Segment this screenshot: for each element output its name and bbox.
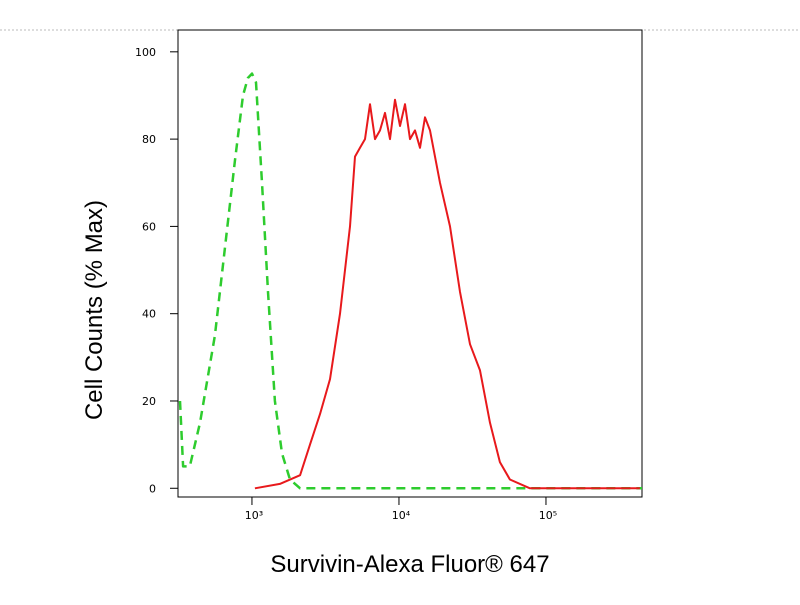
y-axis-title: Cell Counts (% Max) bbox=[81, 200, 108, 420]
x-tick-label: 10⁵ bbox=[539, 509, 557, 522]
y-tick-label: 20 bbox=[142, 395, 156, 408]
histogram-line bbox=[254, 98, 640, 490]
y-tick-label: 40 bbox=[142, 308, 156, 321]
y-tick-label: 60 bbox=[142, 220, 156, 233]
x-tick-label: 10⁴ bbox=[392, 509, 411, 522]
y-tick-label: 0 bbox=[149, 482, 156, 495]
x-axis-title: Survivin-Alexa Fluor® 647 bbox=[270, 551, 549, 578]
plot-frame bbox=[177, 29, 643, 498]
x-tick-label: 10³ bbox=[245, 509, 263, 522]
y-tick-label: 100 bbox=[135, 46, 156, 59]
y-tick-label: 80 bbox=[142, 133, 156, 146]
histogram-line bbox=[178, 72, 642, 490]
